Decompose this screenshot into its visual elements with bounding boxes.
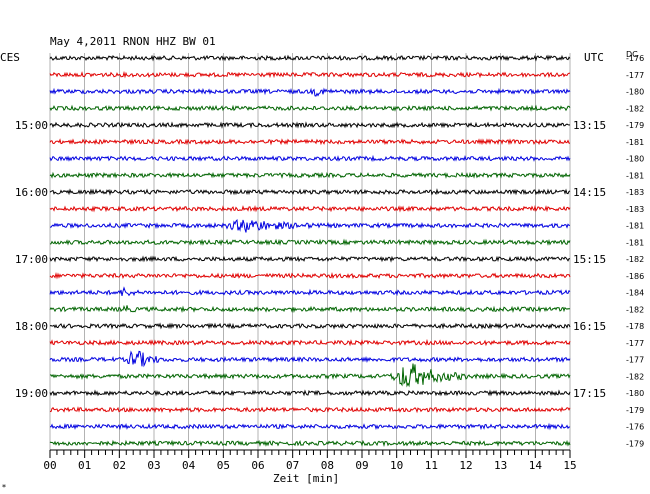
- trace-row: [50, 218, 571, 233]
- dc-offset-labels: -176 -177 -180 -182 -179 -181 -180 -181 -183 -183…: [626, 54, 644, 448]
- trace-row: [49, 238, 571, 246]
- x-tick-label: 05: [217, 459, 230, 472]
- trace-row: [49, 406, 571, 414]
- footer-note: *: [2, 483, 6, 492]
- right-time-label: 15:15: [573, 253, 606, 266]
- dc-offset-label: -180: [626, 88, 644, 97]
- dc-offset-label: -177: [626, 339, 644, 348]
- dc-offset-label: -183: [626, 205, 644, 214]
- trace-row: [49, 54, 571, 62]
- trace-row: [49, 104, 571, 112]
- dc-offset-label: -176: [626, 423, 644, 432]
- x-tick-label: 15: [563, 459, 576, 472]
- dc-offset-label: -178: [626, 322, 644, 331]
- x-tick-label: 09: [355, 459, 368, 472]
- trace-row: [49, 322, 571, 330]
- trace-row: [49, 305, 571, 314]
- time-grid: [49, 53, 571, 450]
- dc-offset-label: -182: [626, 305, 644, 314]
- left-time-label: 16:00: [15, 186, 48, 199]
- dc-offset-label: -182: [626, 104, 644, 113]
- trace-row: [49, 422, 571, 431]
- dc-offset-label: -183: [626, 188, 644, 197]
- dc-offset-label: -181: [626, 171, 644, 180]
- trace-row: [49, 271, 571, 280]
- trace-row: [49, 439, 571, 447]
- trace-row: [49, 286, 571, 297]
- x-tick-label: 07: [286, 459, 299, 472]
- trace-row: [49, 255, 571, 263]
- trace-row: [49, 87, 571, 97]
- x-tick-label: 10: [390, 459, 403, 472]
- dc-offset-label: -182: [626, 255, 644, 264]
- x-tick-label: 06: [251, 459, 264, 472]
- chart-title: May 4,2011 RNON HHZ BW 01: [50, 35, 216, 48]
- x-tick-label: 08: [321, 459, 334, 472]
- right-time-label: 14:15: [573, 186, 606, 199]
- dc-offset-label: -181: [626, 238, 644, 247]
- trace-row: [49, 338, 571, 347]
- trace-group: [49, 54, 571, 447]
- trace-row: [49, 70, 571, 79]
- trace-row: [49, 121, 571, 129]
- trace-row: [49, 389, 571, 397]
- x-tick-label: 13: [494, 459, 507, 472]
- dc-offset-label: -181: [626, 138, 644, 147]
- left-timezone-label: CES: [0, 51, 20, 64]
- right-time-label: 17:15: [573, 387, 606, 400]
- x-tick-label: 03: [147, 459, 160, 472]
- trace-row: [49, 350, 571, 368]
- dc-offset-label: -180: [626, 389, 644, 398]
- right-time-label: 13:15: [573, 119, 606, 132]
- left-time-label: 17:00: [15, 253, 48, 266]
- left-time-label: 18:00: [15, 320, 48, 333]
- x-tick-label: 12: [459, 459, 472, 472]
- left-time-label: 15:00: [15, 119, 48, 132]
- trace-row: [49, 204, 571, 213]
- dc-offset-label: -181: [626, 222, 644, 231]
- dc-offset-label: -177: [626, 71, 644, 80]
- x-tick-label: 01: [78, 459, 91, 472]
- trace-row: [49, 138, 571, 146]
- x-tick-label: 04: [182, 459, 196, 472]
- dc-offset-label: -180: [626, 155, 644, 164]
- x-tick-label: 00: [43, 459, 56, 472]
- left-time-label: 19:00: [15, 387, 48, 400]
- dc-offset-label: -179: [626, 406, 644, 415]
- x-tick-label: 14: [529, 459, 543, 472]
- x-tick-label: 11: [425, 459, 438, 472]
- dc-label: DC: [626, 50, 638, 59]
- x-axis-label: Zeit [min]: [273, 472, 339, 485]
- dc-offset-label: -182: [626, 372, 644, 381]
- dc-offset-label: -184: [626, 289, 644, 298]
- trace-row: [49, 188, 571, 196]
- x-tick-label: 02: [113, 459, 126, 472]
- trace-row: [49, 363, 571, 388]
- trace-row: [49, 171, 571, 179]
- x-axis: 00 01 02 03 04 05 06 07 08 09 10 11 12 13 14 15: [43, 449, 577, 472]
- right-timezone-label: UTC: [584, 51, 604, 64]
- dc-offset-label: -177: [626, 356, 644, 365]
- time-labels: 15:00 13:15 16:00 14:15 17:00 15:15 18:00 16:15…: [15, 119, 606, 400]
- dc-offset-label: -176: [626, 54, 644, 63]
- trace-row: [49, 154, 571, 163]
- dc-offset-label: -179: [626, 439, 644, 448]
- right-time-label: 16:15: [573, 320, 606, 333]
- dc-offset-label: -179: [626, 121, 644, 130]
- dc-offset-label: -186: [626, 272, 644, 281]
